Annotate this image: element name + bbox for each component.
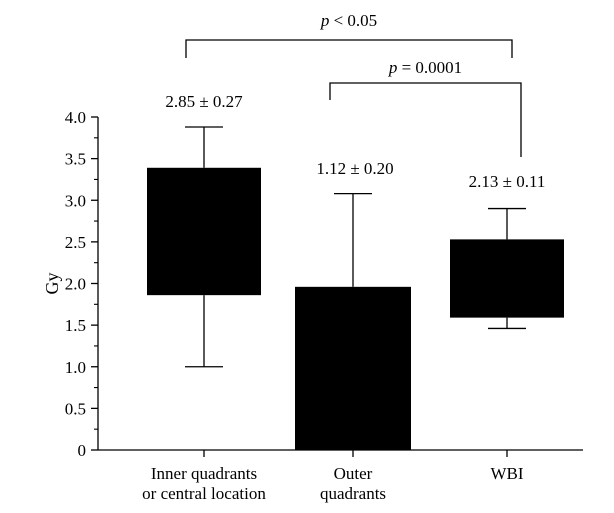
y-tick-label: 0.5 — [65, 399, 86, 418]
x-category-label: Inner quadrants — [151, 464, 257, 483]
value-label: 2.13 ± 0.11 — [469, 172, 546, 191]
x-category-label: quadrants — [320, 484, 386, 503]
y-axis-title: Gy — [42, 273, 62, 295]
box — [295, 286, 411, 450]
value-label: 1.12 ± 0.20 — [316, 159, 393, 178]
y-tick-label: 1.5 — [65, 316, 86, 335]
y-tick-label: 2.0 — [65, 275, 86, 294]
significance-bracket — [185, 39, 513, 58]
significance-bracket — [329, 82, 522, 157]
boxes — [147, 126, 564, 450]
y-tick-label: 1.0 — [65, 358, 86, 377]
y-tick-label: 3.0 — [65, 191, 86, 210]
significance-brackets: p < 0.05 p = 0.0001 — [185, 11, 522, 157]
axes: 0 0.5 1.0 1.5 2.0 2.5 3.0 3.5 4.0 Gy Inner quadran… — [42, 108, 583, 503]
labels: 2.85 ± 0.27 1.12 ± 0.20 2.13 ± 0.11 — [165, 92, 545, 191]
x-category-label: or central location — [142, 484, 266, 503]
value-label: 2.85 ± 0.27 — [165, 92, 243, 111]
x-category-label: Outer — [334, 464, 373, 483]
significance-label: p = 0.0001 — [388, 58, 462, 77]
y-tick-label: 0 — [78, 441, 87, 460]
box — [147, 167, 261, 296]
y-tick-label: 2.5 — [65, 233, 86, 252]
box — [450, 239, 564, 318]
significance-label: p < 0.05 — [320, 11, 377, 30]
y-tick-label: 3.5 — [65, 150, 86, 169]
y-tick-label: 4.0 — [65, 108, 86, 127]
x-category-label: WBI — [490, 464, 523, 483]
